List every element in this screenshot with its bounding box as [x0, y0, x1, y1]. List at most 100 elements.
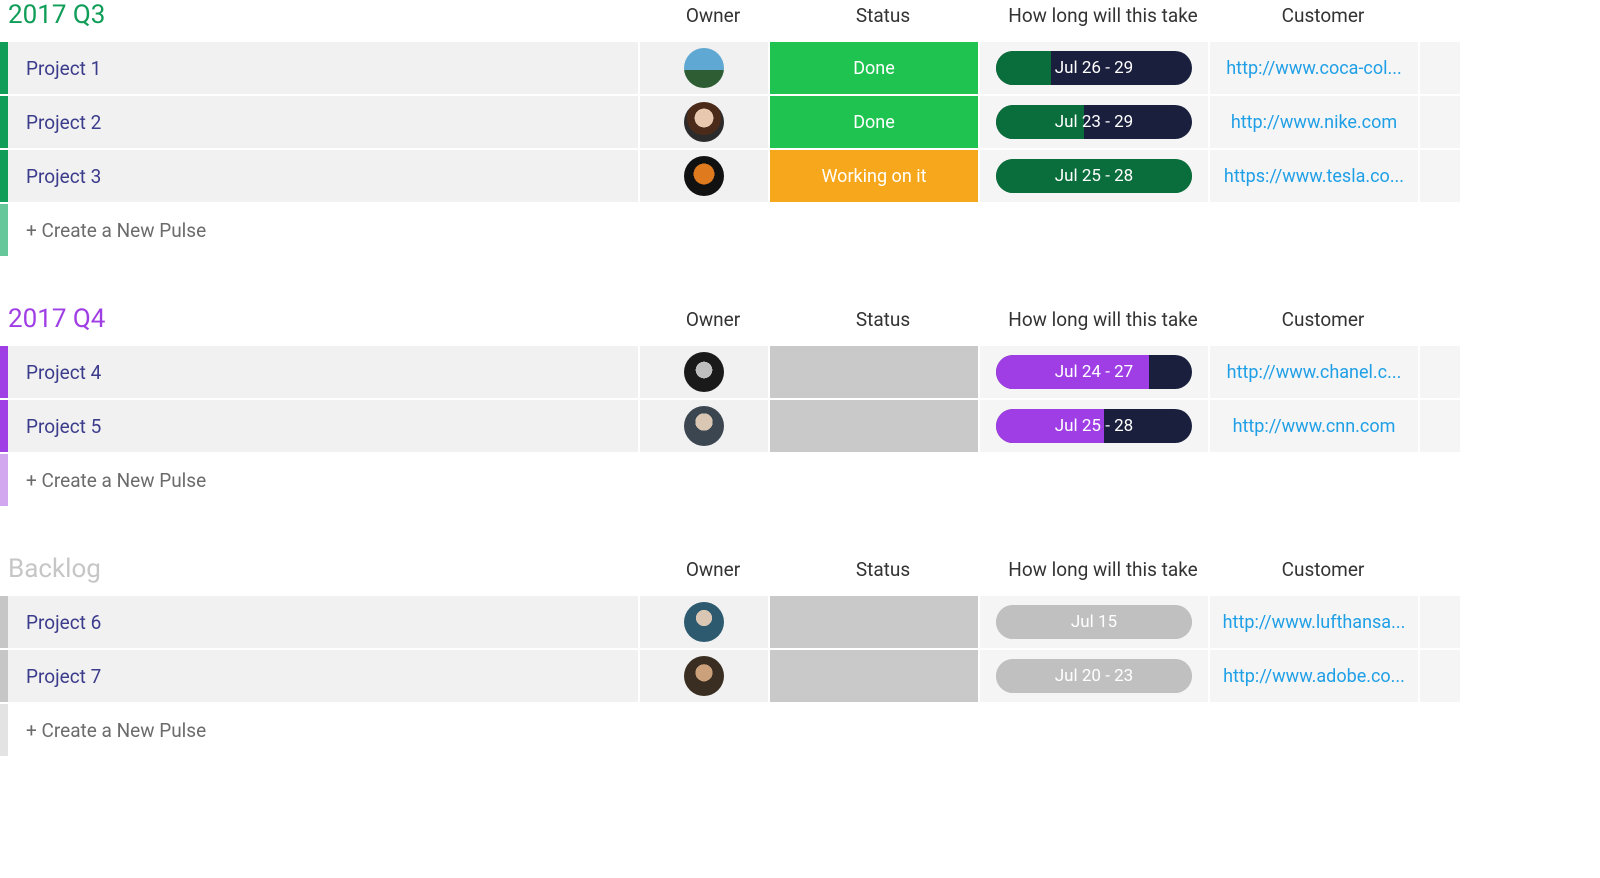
timeline-pill[interactable]: Jul 25 - 28	[996, 159, 1192, 193]
timeline-cell[interactable]: Jul 25 - 28	[980, 400, 1210, 452]
timeline-cell[interactable]: Jul 15	[980, 596, 1210, 648]
row-color-stripe	[0, 150, 8, 202]
timeline-label: Jul 23 - 29	[996, 105, 1192, 139]
customer-cell[interactable]: http://www.cnn.com	[1210, 400, 1420, 452]
customer-link[interactable]: http://www.adobe.co...	[1223, 666, 1405, 687]
column-header-customer[interactable]: Customer	[1218, 558, 1428, 581]
customer-link[interactable]: http://www.coca-col...	[1226, 58, 1401, 79]
create-new-pulse-label[interactable]: + Create a New Pulse	[8, 704, 1600, 756]
column-header-owner[interactable]: Owner	[648, 308, 778, 331]
row-tail	[1420, 596, 1460, 648]
column-header-owner[interactable]: Owner	[648, 4, 778, 27]
customer-cell[interactable]: http://www.lufthansa...	[1210, 596, 1420, 648]
row-color-stripe	[0, 204, 8, 256]
owner-cell[interactable]	[640, 96, 770, 148]
table-row[interactable]: Project 1 Done Jul 26 - 29 http://www.coca-…	[0, 40, 1600, 94]
project-name-cell[interactable]: Project 3	[8, 150, 640, 202]
status-cell[interactable]: Working on it	[770, 150, 980, 202]
customer-cell[interactable]: http://www.adobe.co...	[1210, 650, 1420, 702]
owner-cell[interactable]	[640, 400, 770, 452]
row-color-stripe	[0, 400, 8, 452]
create-new-pulse-label[interactable]: + Create a New Pulse	[8, 204, 1600, 256]
row-tail	[1420, 346, 1460, 398]
avatar[interactable]	[684, 602, 724, 642]
column-header-customer[interactable]: Customer	[1218, 308, 1428, 331]
group-q3: 2017 Q3OwnerStatusHow long will this tak…	[0, 0, 1600, 256]
owner-cell[interactable]	[640, 42, 770, 94]
customer-cell[interactable]: http://www.coca-col...	[1210, 42, 1420, 94]
project-name-cell[interactable]: Project 5	[8, 400, 640, 452]
timeline-cell[interactable]: Jul 26 - 29	[980, 42, 1210, 94]
column-header-status[interactable]: Status	[778, 4, 988, 27]
timeline-cell[interactable]: Jul 20 - 23	[980, 650, 1210, 702]
group-header: 2017 Q4OwnerStatusHow long will this tak…	[0, 304, 1600, 344]
customer-cell[interactable]: https://www.tesla.co...	[1210, 150, 1420, 202]
timeline-pill[interactable]: Jul 24 - 27	[996, 355, 1192, 389]
group-title[interactable]: 2017 Q3	[8, 0, 648, 30]
timeline-pill[interactable]: Jul 26 - 29	[996, 51, 1192, 85]
column-header-timeline[interactable]: How long will this take	[988, 558, 1218, 581]
customer-link[interactable]: http://www.lufthansa...	[1223, 612, 1406, 633]
project-name-cell[interactable]: Project 1	[8, 42, 640, 94]
avatar[interactable]	[684, 352, 724, 392]
timeline-label: Jul 15	[996, 605, 1192, 639]
avatar[interactable]	[684, 102, 724, 142]
table-row[interactable]: Project 4 Jul 24 - 27 http://www.chanel.c.…	[0, 344, 1600, 398]
group-header: BacklogOwnerStatusHow long will this tak…	[0, 554, 1600, 594]
status-cell[interactable]	[770, 346, 980, 398]
timeline-pill[interactable]: Jul 20 - 23	[996, 659, 1192, 693]
status-cell[interactable]: Done	[770, 42, 980, 94]
owner-cell[interactable]	[640, 650, 770, 702]
avatar[interactable]	[684, 48, 724, 88]
table-row[interactable]: Project 3 Working on it Jul 25 - 28 https:/…	[0, 148, 1600, 202]
avatar[interactable]	[684, 156, 724, 196]
customer-link[interactable]: https://www.tesla.co...	[1224, 166, 1404, 187]
status-cell[interactable]: Done	[770, 96, 980, 148]
timeline-pill[interactable]: Jul 15	[996, 605, 1192, 639]
project-name-cell[interactable]: Project 4	[8, 346, 640, 398]
row-tail	[1420, 96, 1460, 148]
create-new-pulse-row[interactable]: + Create a New Pulse	[0, 202, 1600, 256]
create-new-pulse-row[interactable]: + Create a New Pulse	[0, 702, 1600, 756]
timeline-cell[interactable]: Jul 23 - 29	[980, 96, 1210, 148]
column-header-status[interactable]: Status	[778, 308, 988, 331]
column-header-customer[interactable]: Customer	[1218, 4, 1428, 27]
row-tail	[1420, 150, 1460, 202]
table-row[interactable]: Project 2 Done Jul 23 - 29 http://www.nike.…	[0, 94, 1600, 148]
table-row[interactable]: Project 6 Jul 15 http://www.lufthansa...	[0, 594, 1600, 648]
timeline-pill[interactable]: Jul 25 - 28	[996, 409, 1192, 443]
timeline-cell[interactable]: Jul 25 - 28	[980, 150, 1210, 202]
timeline-label: Jul 20 - 23	[996, 659, 1192, 693]
project-name-cell[interactable]: Project 6	[8, 596, 640, 648]
status-cell[interactable]	[770, 650, 980, 702]
owner-cell[interactable]	[640, 596, 770, 648]
timeline-label: Jul 26 - 29	[996, 51, 1192, 85]
owner-cell[interactable]	[640, 150, 770, 202]
owner-cell[interactable]	[640, 346, 770, 398]
column-header-owner[interactable]: Owner	[648, 558, 778, 581]
create-new-pulse-label[interactable]: + Create a New Pulse	[8, 454, 1600, 506]
customer-link[interactable]: http://www.nike.com	[1231, 112, 1397, 133]
group-header: 2017 Q3OwnerStatusHow long will this tak…	[0, 0, 1600, 40]
project-name-cell[interactable]: Project 2	[8, 96, 640, 148]
column-header-status[interactable]: Status	[778, 558, 988, 581]
table-row[interactable]: Project 7 Jul 20 - 23 http://www.adobe.co.…	[0, 648, 1600, 702]
row-color-stripe	[0, 704, 8, 756]
project-name-cell[interactable]: Project 7	[8, 650, 640, 702]
customer-cell[interactable]: http://www.chanel.c...	[1210, 346, 1420, 398]
timeline-cell[interactable]: Jul 24 - 27	[980, 346, 1210, 398]
column-header-timeline[interactable]: How long will this take	[988, 4, 1218, 27]
group-title[interactable]: 2017 Q4	[8, 304, 648, 334]
timeline-pill[interactable]: Jul 23 - 29	[996, 105, 1192, 139]
status-cell[interactable]	[770, 596, 980, 648]
status-cell[interactable]	[770, 400, 980, 452]
create-new-pulse-row[interactable]: + Create a New Pulse	[0, 452, 1600, 506]
avatar[interactable]	[684, 656, 724, 696]
table-row[interactable]: Project 5 Jul 25 - 28 http://www.cnn.com	[0, 398, 1600, 452]
customer-cell[interactable]: http://www.nike.com	[1210, 96, 1420, 148]
avatar[interactable]	[684, 406, 724, 446]
customer-link[interactable]: http://www.cnn.com	[1233, 416, 1396, 437]
group-title[interactable]: Backlog	[8, 554, 648, 584]
column-header-timeline[interactable]: How long will this take	[988, 308, 1218, 331]
customer-link[interactable]: http://www.chanel.c...	[1227, 362, 1402, 383]
